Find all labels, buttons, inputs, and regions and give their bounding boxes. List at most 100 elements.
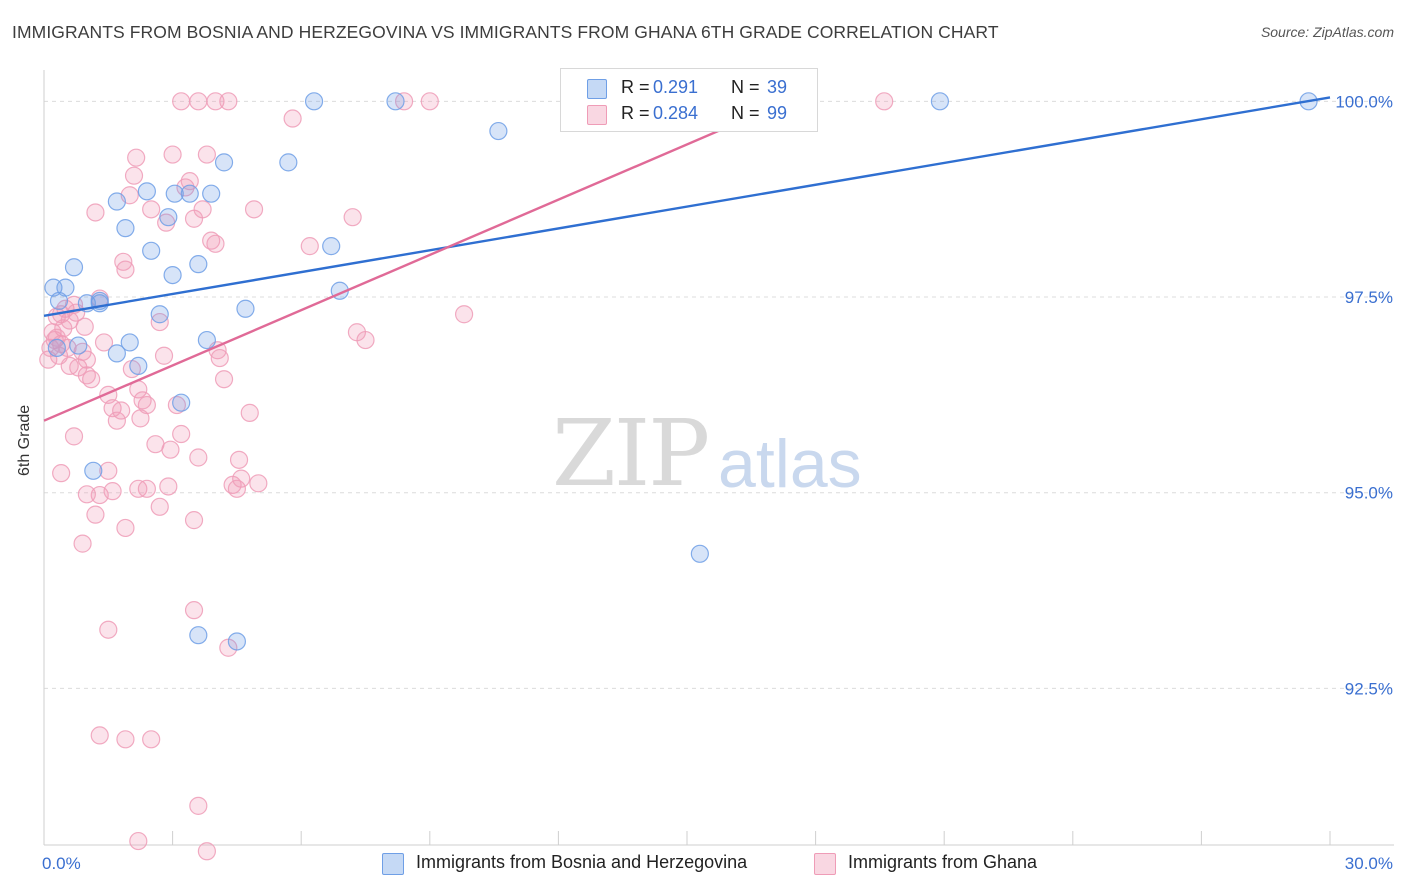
y-tick-label: 95.0% bbox=[1345, 484, 1393, 503]
data-point-bosnia bbox=[107, 344, 126, 363]
r-value-ghana: 0.284 bbox=[653, 103, 699, 123]
r-value-bosnia: 0.291 bbox=[653, 77, 699, 97]
data-point-bosnia bbox=[197, 330, 216, 350]
data-point-ghana bbox=[107, 411, 126, 430]
n-label: N = bbox=[731, 103, 760, 123]
data-point-ghana bbox=[197, 145, 216, 164]
data-point-ghana bbox=[180, 172, 199, 191]
data-point-bosnia bbox=[322, 237, 341, 256]
data-point-ghana bbox=[116, 518, 135, 538]
data-point-ghana bbox=[47, 328, 66, 347]
data-point-ghana bbox=[112, 401, 131, 420]
data-point-ghana bbox=[197, 842, 216, 861]
legend-swatch-bosnia bbox=[587, 79, 607, 99]
data-point-bosnia bbox=[165, 184, 184, 203]
data-point-ghana bbox=[189, 796, 208, 815]
data-point-bosnia bbox=[120, 333, 139, 352]
data-point-ghana bbox=[240, 403, 259, 422]
data-point-ghana bbox=[127, 148, 146, 167]
data-point-ghana bbox=[99, 461, 118, 480]
data-point-ghana bbox=[420, 92, 439, 111]
data-point-bosnia bbox=[150, 305, 169, 324]
data-point-ghana bbox=[163, 145, 182, 164]
data-point-bosnia bbox=[227, 632, 246, 651]
data-point-bosnia bbox=[386, 92, 405, 111]
data-point-ghana bbox=[189, 448, 208, 467]
data-point-bosnia bbox=[129, 356, 148, 376]
data-point-bosnia bbox=[236, 299, 255, 318]
data-point-ghana bbox=[52, 464, 71, 483]
data-point-bosnia bbox=[69, 336, 88, 355]
data-point-ghana bbox=[99, 620, 118, 639]
grid-layer bbox=[44, 100, 1394, 689]
data-point-ghana bbox=[116, 730, 135, 749]
watermark-zip: ZIP bbox=[552, 400, 710, 507]
y-tick-label: 100.0% bbox=[1335, 92, 1393, 111]
data-point-ghana bbox=[454, 305, 474, 324]
chart-title: IMMIGRANTS FROM BOSNIA AND HERZEGOVINA V… bbox=[12, 22, 999, 42]
trend-line-bosnia bbox=[43, 96, 1331, 317]
data-point-ghana bbox=[103, 482, 122, 501]
data-point-ghana bbox=[60, 356, 79, 376]
data-point-bosnia bbox=[84, 461, 103, 480]
data-point-ghana bbox=[86, 203, 105, 222]
data-point-bosnia bbox=[172, 393, 191, 412]
data-point-bosnia bbox=[142, 241, 161, 260]
y-tick-label: 97.5% bbox=[1345, 288, 1393, 307]
data-point-bosnia bbox=[180, 184, 199, 203]
data-point-ghana bbox=[184, 601, 204, 620]
data-point-ghana bbox=[142, 200, 161, 219]
data-point-ghana bbox=[214, 370, 234, 389]
data-point-ghana bbox=[206, 92, 225, 111]
data-point-ghana bbox=[300, 237, 319, 256]
data-point-ghana bbox=[75, 317, 94, 336]
n-label: N = bbox=[731, 77, 760, 97]
data-point-ghana bbox=[150, 497, 169, 516]
tick-label-layer: 100.0% 97.5% 95.0% 92.5% 0.0% 30.0% bbox=[42, 92, 1393, 873]
n-value-ghana: 99 bbox=[767, 103, 788, 123]
bottom-legend-swatch-bosnia bbox=[382, 853, 404, 875]
watermark-atlas: atlas bbox=[718, 426, 862, 502]
data-point-bosnia bbox=[189, 255, 208, 274]
data-point-ghana bbox=[356, 330, 375, 350]
r-label: R = bbox=[621, 77, 650, 97]
y-axis-label: 6th Grade bbox=[16, 404, 33, 476]
data-point-bosnia bbox=[279, 153, 298, 172]
data-point-ghana bbox=[94, 333, 114, 352]
data-point-bosnia bbox=[64, 258, 84, 277]
data-point-ghana bbox=[73, 534, 92, 553]
data-point-ghana bbox=[64, 427, 84, 446]
data-point-bosnia bbox=[489, 121, 508, 141]
data-point-ghana bbox=[189, 92, 208, 111]
data-point-bosnia bbox=[930, 92, 950, 111]
legend-swatch-ghana bbox=[587, 105, 607, 125]
data-point-bosnia bbox=[116, 219, 135, 238]
points-layer bbox=[39, 92, 1318, 861]
bottom-legend-label-ghana: Immigrants from Ghana bbox=[848, 852, 1038, 872]
data-point-ghana bbox=[244, 200, 264, 219]
source-credit: Source: ZipAtlas.com bbox=[1260, 24, 1394, 40]
data-point-bosnia bbox=[214, 153, 234, 172]
data-point-ghana bbox=[159, 477, 178, 496]
data-point-ghana bbox=[283, 109, 302, 128]
data-point-bosnia bbox=[47, 338, 66, 358]
data-point-ghana bbox=[77, 366, 96, 385]
data-point-ghana bbox=[150, 312, 169, 332]
data-point-bosnia bbox=[56, 278, 75, 297]
n-value-bosnia: 39 bbox=[767, 77, 788, 97]
data-point-bosnia bbox=[304, 92, 324, 111]
data-point-bosnia bbox=[107, 192, 126, 211]
data-point-ghana bbox=[124, 166, 144, 185]
x-tick-label-left: 0.0% bbox=[42, 854, 81, 873]
data-point-ghana bbox=[86, 505, 105, 524]
data-point-ghana bbox=[875, 92, 894, 111]
bottom-legend-label-bosnia: Immigrants from Bosnia and Herzegovina bbox=[416, 852, 748, 872]
data-point-ghana bbox=[184, 511, 204, 530]
data-point-ghana bbox=[210, 348, 229, 368]
data-point-ghana bbox=[227, 479, 246, 498]
data-point-ghana bbox=[116, 260, 135, 279]
correlation-legend: R = 0.291 N = 39 R = 0.284 N = 99 bbox=[560, 68, 818, 132]
data-point-ghana bbox=[172, 92, 191, 111]
data-point-ghana bbox=[206, 234, 225, 253]
